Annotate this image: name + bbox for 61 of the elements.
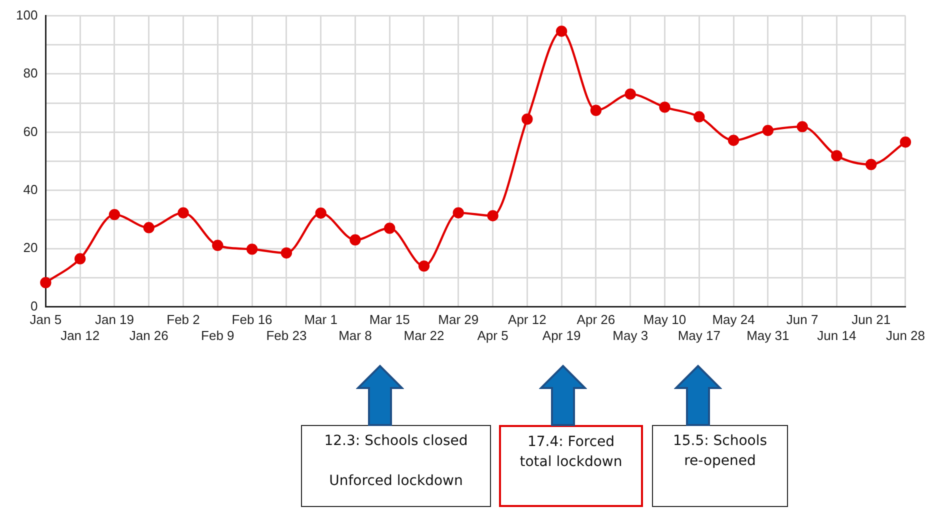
point (694, 111, 705, 122)
x-tick-label: May 24 (712, 312, 755, 328)
point (40, 277, 52, 288)
point (350, 234, 361, 246)
x-tick-label: Jun 21 (852, 312, 891, 328)
x-tick-label: Mar 29 (438, 312, 479, 328)
point (315, 208, 326, 219)
point (865, 158, 877, 170)
x-tick-label: Feb 16 (232, 312, 272, 328)
point (487, 210, 498, 222)
point (590, 104, 602, 116)
x-tick-label: Feb 23 (266, 328, 307, 343)
x-tick-label: Jun 14 (817, 328, 856, 343)
point (178, 207, 189, 218)
x-tick-label: Apr 12 (508, 312, 546, 328)
point (762, 124, 774, 136)
y-tick-label: 0 (30, 298, 38, 314)
point (384, 222, 396, 234)
point (522, 114, 533, 125)
x-tick-label: Apr 5 (477, 328, 508, 343)
point (659, 102, 670, 113)
point (728, 134, 740, 146)
y-tick-label: 80 (23, 66, 38, 81)
x-tick-label: Feb 2 (166, 312, 200, 328)
x-tick-label: May 17 (678, 328, 720, 343)
y-tick-label: 100 (16, 7, 38, 22)
y-tick-label: 60 (23, 124, 38, 139)
x-tick-label: May 31 (746, 328, 790, 343)
text: 17.4: Forced total lockdown (499, 425, 643, 507)
x-tick-label: Jan 12 (60, 328, 100, 343)
point (143, 222, 154, 234)
x-tick-label: Apr 19 (542, 328, 581, 343)
point (831, 150, 842, 162)
x-tick-label: Mar 8 (338, 328, 372, 343)
point (418, 260, 430, 272)
point (900, 136, 912, 148)
x-tick-label: Feb 9 (201, 328, 234, 343)
x-tick-label: Mar 1 (304, 312, 338, 328)
point (624, 88, 636, 100)
x-tick-label: Mar 15 (369, 312, 410, 328)
point (280, 247, 292, 259)
x-tick-label: Jan 26 (129, 328, 168, 343)
x-tick-label: Apr 26 (576, 312, 616, 328)
x-tick-label: Jun 7 (786, 312, 818, 328)
x-tick-label: Jan 5 (30, 312, 62, 328)
point (74, 253, 86, 264)
text: 12.3: Schools closed Unforced lockdown (324, 433, 468, 489)
point (246, 244, 258, 255)
point (556, 26, 568, 37)
y-tick-label: 40 (23, 182, 38, 197)
x-tick-label: Jun 28 (886, 328, 926, 343)
x-tick-label: Jan 19 (94, 312, 134, 328)
point (452, 207, 464, 218)
text: 15.5: Schools re-opened (652, 425, 788, 507)
x-tick-label: May 3 (612, 328, 648, 343)
point (108, 208, 120, 220)
x-tick-label: May 10 (643, 312, 686, 328)
point (212, 240, 224, 251)
x-tick-label: Mar 22 (404, 328, 444, 343)
y-tick-label: 20 (23, 240, 38, 256)
point (796, 121, 808, 132)
